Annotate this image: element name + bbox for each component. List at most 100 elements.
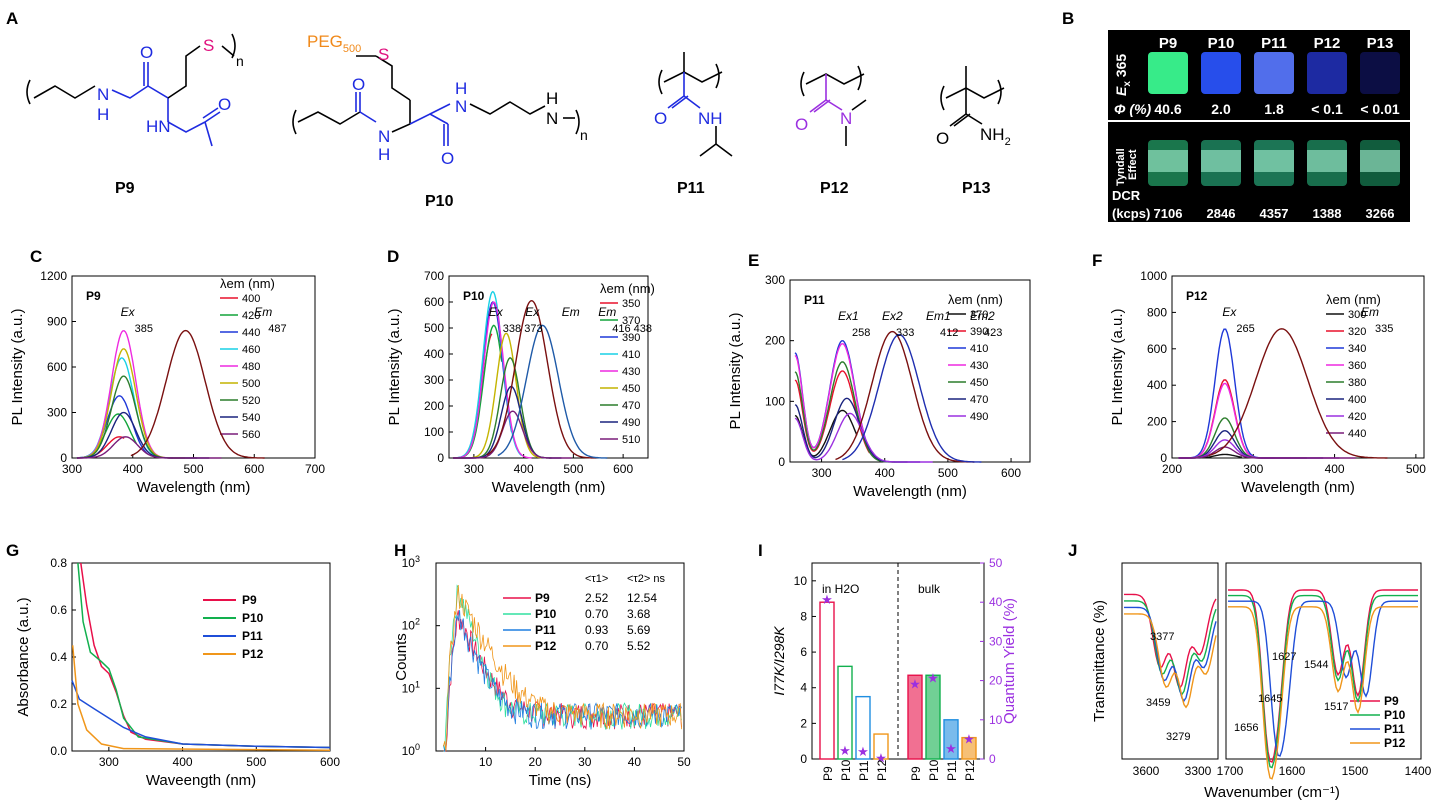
p11-nh: NH xyxy=(698,109,723,128)
x-tick-label: 500 xyxy=(246,755,266,769)
p10-sulfur: S xyxy=(378,45,389,64)
plot-frame xyxy=(71,562,331,752)
p13-oxygen: O xyxy=(936,129,949,148)
y-tick-label: 200 xyxy=(424,399,444,413)
tau1-value: 0.70 xyxy=(585,607,609,621)
vial-top-P13 xyxy=(1360,52,1400,94)
legend-label: P10 xyxy=(535,607,557,621)
qy-star: ★ xyxy=(909,677,921,692)
x-tick-label: 400 xyxy=(123,462,143,476)
y-tick-label: 100 xyxy=(765,394,785,408)
x-tick-label: 600 xyxy=(320,755,340,769)
spectrum-line-Em2 xyxy=(842,333,982,463)
legend-label: P11 xyxy=(1384,722,1405,736)
legend-label: 420 xyxy=(242,310,260,322)
tyndall-beam-P13 xyxy=(1360,150,1400,172)
sample-tag: P9 xyxy=(86,289,101,303)
molecule-p11 xyxy=(658,52,733,157)
sample-tag: P11 xyxy=(804,293,825,307)
p12-oxygen: O xyxy=(795,115,808,134)
sample-tag: P12 xyxy=(1186,289,1208,303)
bar-P9 xyxy=(819,601,835,760)
molecule-p10 xyxy=(292,55,580,146)
legend-label: 480 xyxy=(242,361,260,373)
legend-label: 410 xyxy=(970,343,988,355)
p10-nitrogen-2: N xyxy=(455,97,467,116)
x-tick-label: 30 xyxy=(578,755,592,769)
legend-title: λem (nm) xyxy=(1326,292,1381,307)
panel-letter-g: G xyxy=(6,541,19,560)
plot-frame xyxy=(435,562,685,752)
molecule-p13 xyxy=(940,66,1005,127)
y-tick-label: 300 xyxy=(424,373,444,387)
p9-name: P9 xyxy=(115,180,135,197)
legend-label: P11 xyxy=(242,629,263,643)
tau2-value: 5.52 xyxy=(627,639,651,653)
peak-annotation: 1544 xyxy=(1304,659,1328,671)
ftir-line-right-P11 xyxy=(1228,600,1418,757)
y-axis-label: PL Intensity (a.u.) xyxy=(386,308,403,425)
peak-value: 333 xyxy=(896,327,914,339)
peak-value: 423 xyxy=(984,327,1002,339)
x-tick-label: 40 xyxy=(628,755,642,769)
vial-label-P13: P13 xyxy=(1367,35,1394,52)
plot-frame xyxy=(1171,275,1425,459)
x-tick-label: 300 xyxy=(99,755,119,769)
dcr-value-P10: 2846 xyxy=(1207,206,1236,221)
x-tick-label: 500 xyxy=(1406,462,1426,476)
panel-e-chart: E 300 400 500 600 0 100 200 300 Wavelength (nm) PL… xyxy=(727,251,1031,500)
peak-label: Em1 xyxy=(926,309,951,323)
tyndall-label-1: Tyndall xyxy=(1115,148,1127,186)
p9-n: n xyxy=(236,53,244,69)
p10-name: P10 xyxy=(425,193,454,210)
dcr-value-P13: 3266 xyxy=(1366,206,1395,221)
p10-peg: PEG500 xyxy=(307,32,361,55)
ftir-line-left-P12 xyxy=(1124,613,1217,709)
legend-label: P9 xyxy=(242,593,257,607)
y-tick-label: 1200 xyxy=(40,269,67,283)
group-label: bulk xyxy=(918,582,941,596)
spectrum-line-440 xyxy=(1178,446,1356,459)
phi-value-P13: < 0.01 xyxy=(1360,101,1400,117)
y-tick-label: 800 xyxy=(1147,305,1167,319)
p13-nh: NH2 xyxy=(980,125,1011,148)
x-tick-label: 600 xyxy=(244,462,264,476)
peak-label: Em xyxy=(598,305,616,319)
peak-label: Em xyxy=(562,305,580,319)
x-tick-label: 300 xyxy=(62,462,82,476)
x-tick-label: 400 xyxy=(173,755,193,769)
panel-i-chart: I 0 2 4 6 8 10 0 10 20 30 40 50 I77K/I298K Quantum Yie… xyxy=(758,541,1018,781)
p9-hydrogen: H xyxy=(97,105,109,124)
plot-frame xyxy=(1121,562,1219,760)
y-tick-label: 1000 xyxy=(1140,269,1167,283)
decay-line-P11 xyxy=(443,610,682,753)
peak-value: 258 xyxy=(852,327,870,339)
legend-label: 510 xyxy=(622,434,640,446)
absorbance-line-P10 xyxy=(77,562,331,749)
p10-nitrogen-3: N xyxy=(546,109,558,128)
panel-letter-j: J xyxy=(1068,541,1077,560)
qy-star: ★ xyxy=(839,743,851,758)
peak-value: 487 xyxy=(268,323,286,335)
bar-category-label: P11 xyxy=(945,760,959,781)
y-tick-label: 200 xyxy=(1147,415,1167,429)
x-tick-label: 500 xyxy=(563,462,583,476)
peak-value: 265 xyxy=(1236,323,1254,335)
legend-label: 380 xyxy=(1348,377,1366,389)
spectrum-line-410 xyxy=(453,290,523,459)
spectrum-line-Em1 xyxy=(835,330,975,463)
x-tick-label: 20 xyxy=(529,755,543,769)
legend-label: 470 xyxy=(622,400,640,412)
absorbance-line-P12 xyxy=(71,645,331,752)
p9-nitrogen: N xyxy=(97,85,109,104)
x-tick-label: 3300 xyxy=(1185,764,1212,778)
dcr-value-P9: 7106 xyxy=(1154,206,1183,221)
molecule-p12-labels: O N P12 xyxy=(795,109,852,197)
panel-letter-h: H xyxy=(394,541,406,560)
qy-star: ★ xyxy=(963,731,975,746)
x-tick-label: 3600 xyxy=(1133,764,1160,778)
legend-label: 470 xyxy=(970,394,988,406)
p9-sulfur: S xyxy=(203,36,214,55)
vial-photos: P9 40.6 7106 P10 2.0 2846 P11 1.8 4357 P12 < 0.1 13… xyxy=(1148,35,1400,221)
vial-top-P12 xyxy=(1307,52,1347,94)
